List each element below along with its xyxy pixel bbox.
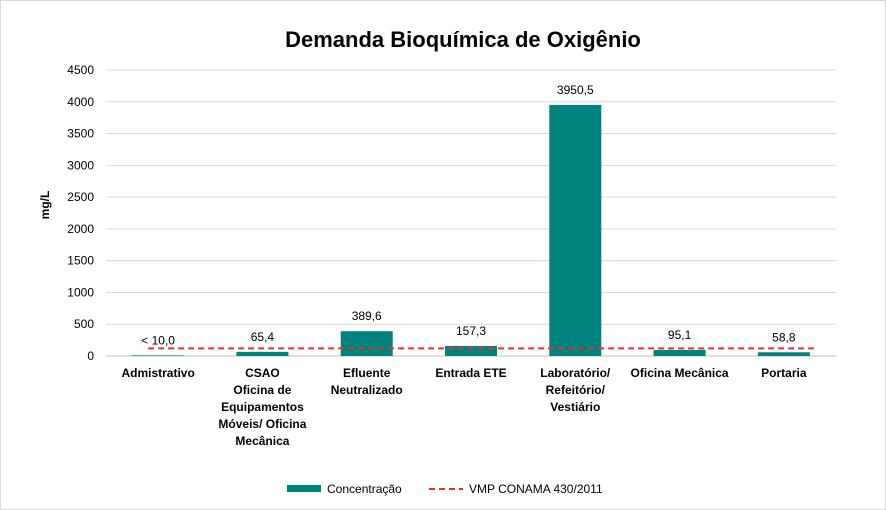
y-tick-label: 500 [74,317,94,331]
y-tick-label: 3500 [67,127,94,141]
category-label: Efluente Neutralizado [331,366,403,397]
y-tick-label: 0 [87,349,94,363]
category-label-line: Refeitório/ [546,383,606,397]
bars [132,104,810,357]
legend-label: Concentração [327,482,402,496]
bar [757,352,810,356]
category-label: CSAO Oficina de Equipamentos Móveis/ Oficin… [218,366,306,448]
data-label: 3950,5 [557,83,594,97]
category-label-line: Oficina de [233,383,291,397]
category-label-line: CSAO [245,366,280,380]
category-label-line: Entrada ETE [435,366,506,380]
y-tick-label: 1500 [67,254,94,268]
legend-swatch-bar [287,485,321,492]
chart-title: Demanda Bioquímica de Oxigênio [285,27,641,52]
bar [445,346,497,356]
y-tick-label: 4000 [67,95,94,109]
category-label-line: Laboratório/ [540,366,611,380]
category-label-line: Oficina Mecânica [631,366,729,380]
y-tick-label: 3000 [67,158,94,172]
category-labels: Admistrativo CSAO Oficina de Equipamentos Mó… [121,366,806,448]
category-label: Entrada ETE [435,366,506,380]
data-label: 95,1 [668,328,692,342]
data-label: 157,3 [456,324,486,338]
category-label-line: Efluente [343,366,391,380]
category-label: Portaria [761,366,807,380]
category-label-line: Portaria [761,366,807,380]
y-axis-ticks: 0 500 1000 1500 2000 2500 3000 3500 4000 4500 [67,63,94,363]
y-tick-label: 2000 [67,222,94,236]
data-label: < 10,0 [141,333,175,347]
data-label: 389,6 [352,309,382,323]
category-label: Laboratório/Refeitório/Vestiário [540,366,611,414]
y-tick-label: 1000 [67,285,94,299]
gridlines [106,69,836,357]
category-label-line: Móveis/ Oficina [218,417,306,431]
category-label-line: Equipamentos [221,400,304,414]
category-label: Admistrativo [121,366,194,380]
y-tick-label: 4500 [67,63,94,77]
legend-label: VMP CONAMA 430/2011 [469,482,603,496]
category-label: Oficina Mecânica [631,366,729,380]
y-axis-label: mg/L [38,191,52,220]
bar [653,349,706,356]
y-tick-label: 2500 [67,190,94,204]
category-label-line: Neutralizado [331,383,403,397]
data-labels: < 10,0 65,4 389,6 157,3 3950,5 95,1 58,8 [141,83,796,347]
data-label: 58,8 [772,330,796,344]
bar [340,331,393,356]
data-label: 65,4 [251,330,275,344]
bar [549,104,602,357]
category-label-line: Admistrativo [121,366,194,380]
category-label-line: Vestiário [550,400,600,414]
bar [236,351,289,356]
bar [132,355,185,356]
category-label-line: Mecânica [235,434,289,448]
legend: Concentração VMP CONAMA 430/2011 [287,482,603,496]
